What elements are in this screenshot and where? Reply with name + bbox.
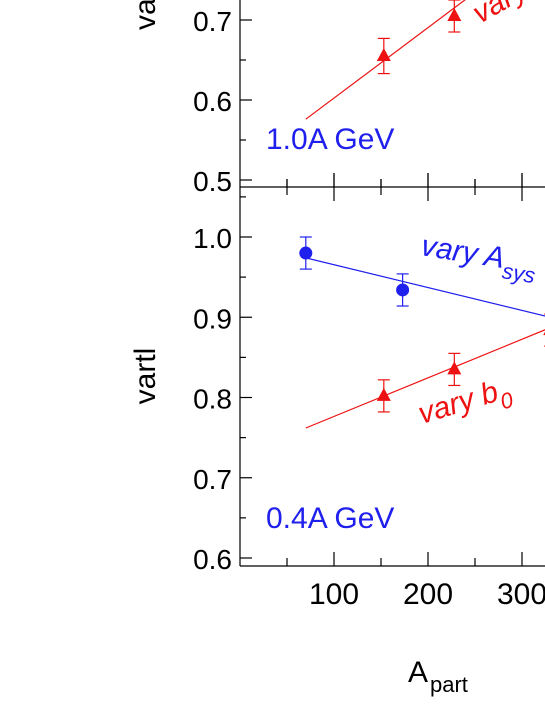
data-point	[376, 48, 391, 61]
y-axis-label: vartl	[129, 348, 162, 405]
x-tick-label: 100	[309, 578, 359, 611]
energy-annotation: 1.0A GeV	[266, 123, 394, 156]
data-point	[376, 387, 391, 401]
series-label-vary: vary	[467, 0, 534, 30]
data-point	[447, 8, 462, 21]
series-label-vary-b0: vary b0	[414, 371, 517, 438]
data-point	[396, 283, 410, 297]
y-tick-label: 0.7	[193, 464, 232, 495]
y-tick-label: 0.7	[193, 6, 232, 37]
y-tick-label: 0.9	[193, 303, 232, 334]
y-tick-label: 0.8	[193, 384, 232, 415]
y-axis-label: va	[129, 0, 162, 30]
x-tick-label: 300	[497, 578, 545, 611]
x-tick-label: 200	[403, 578, 453, 611]
series-label-vary-asys: vary Asys	[418, 229, 540, 288]
data-point	[447, 361, 462, 375]
panel-top: 0.5 0.6 0.7 va 1.0A GeV vary	[129, 0, 545, 197]
y-tick-label: 1.0	[193, 223, 232, 254]
y-tick-label: 0.5	[193, 166, 232, 197]
y-tick-label: 0.6	[193, 544, 232, 575]
panel-bottom: 0.6 0.7 0.8 0.9 1.0 100 200 300 A part vartl 0.4A G…	[129, 187, 545, 697]
energy-annotation: 0.4A GeV	[266, 502, 394, 535]
x-axis-label: A	[408, 656, 428, 689]
fit-line	[305, 257, 545, 317]
y-tick-label: 0.6	[193, 86, 232, 117]
x-axis-label-sub: part	[430, 672, 468, 697]
fit-line	[305, 0, 466, 120]
fit-line	[305, 329, 545, 429]
data-point	[299, 246, 313, 260]
